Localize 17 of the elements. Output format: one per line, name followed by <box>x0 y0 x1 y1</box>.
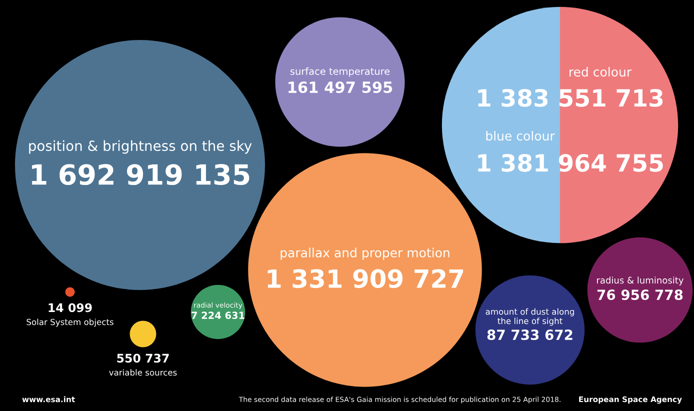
data-label: 1 331 909 727 <box>268 269 464 288</box>
data-label: 87 733 672 <box>487 330 572 340</box>
category-label: Solar System objects <box>26 318 114 327</box>
category-label: position & brightness on the sky <box>29 140 252 154</box>
category-label: surface temperature <box>290 67 390 77</box>
category-label: radius & luminosity <box>597 276 684 286</box>
category-label: red colour <box>570 66 632 77</box>
category-label: amount of dust along the line of sight <box>486 308 574 326</box>
data-label: 1 692 919 135 <box>32 164 250 186</box>
category-label: blue colour <box>486 130 555 141</box>
data-label: 7 224 631 <box>192 312 244 320</box>
data-label: 14 099 <box>48 303 92 312</box>
data-label: 161 497 595 <box>288 81 392 94</box>
data-label: 76 956 778 <box>597 290 683 300</box>
category-label: parallax and proper motion <box>280 248 450 260</box>
category-label: variable sources <box>109 369 177 376</box>
data-label: 550 737 <box>117 354 169 363</box>
